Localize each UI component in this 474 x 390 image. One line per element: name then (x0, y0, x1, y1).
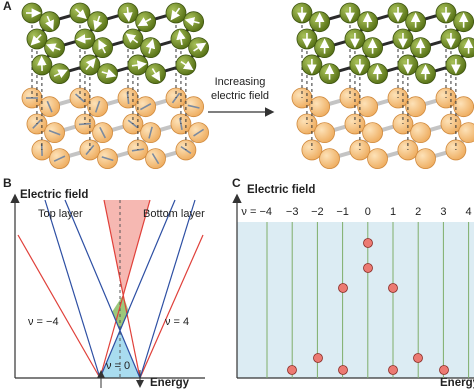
atom (314, 122, 335, 144)
axis-title: Electric field (20, 189, 88, 201)
spin (187, 104, 200, 109)
dot (388, 365, 398, 375)
level-line (139, 199, 196, 379)
nu-label: ν = 4 (165, 316, 189, 328)
atom (362, 122, 383, 144)
lattices (21, 2, 474, 170)
nu-tick: 3 (440, 206, 446, 218)
spin (99, 126, 107, 139)
spin (180, 60, 194, 71)
axis-title: Electric field (247, 184, 315, 196)
spin (48, 129, 61, 136)
spin (46, 100, 53, 113)
level-line (64, 199, 141, 379)
spin (151, 68, 161, 82)
nu-tick: 2 (415, 206, 421, 218)
atom (405, 96, 427, 118)
spin (94, 100, 101, 113)
level-line (99, 199, 151, 379)
spin (125, 33, 139, 44)
spin (131, 60, 148, 70)
spin (45, 15, 54, 31)
panel-label: B (3, 176, 12, 190)
atom (367, 148, 388, 170)
spin (53, 155, 66, 162)
dot (413, 353, 423, 363)
spin (53, 69, 68, 79)
layer-label: Bottom layer (143, 208, 205, 220)
arrow-label: electric field (211, 90, 269, 102)
dot (338, 365, 348, 375)
panel-c: C Electric field Energy ν = −4 −3 −2 −1 0 1 2 3… (232, 176, 474, 389)
spin (101, 68, 117, 79)
dot (388, 283, 398, 293)
spin (75, 34, 91, 44)
spin (193, 128, 205, 137)
region (104, 200, 150, 295)
panel-label: A (3, 0, 12, 13)
spin (148, 126, 153, 139)
axis-title: Energy (440, 377, 474, 389)
spin (193, 42, 207, 52)
spin (85, 57, 96, 71)
atom (458, 122, 474, 144)
spin (151, 153, 160, 165)
region (100, 330, 140, 378)
spin (170, 7, 181, 21)
nu-label: ν = 0 (106, 360, 130, 372)
panel-b: B Electric field Top layer Bottom layer … (3, 176, 205, 389)
background (237, 222, 474, 378)
atom (415, 148, 436, 170)
level-line (139, 234, 204, 379)
dot (338, 283, 348, 293)
spin (137, 17, 152, 27)
panel-label: C (232, 176, 241, 190)
atom (453, 96, 474, 118)
spin (140, 103, 152, 111)
arrow-label: Increasing (215, 76, 266, 88)
nu-label: ν = −4 (28, 316, 59, 328)
spin (75, 8, 87, 20)
spin (123, 6, 133, 23)
spin (145, 38, 156, 54)
nu-tick: 4 (466, 206, 472, 218)
nu-tick: −1 (336, 206, 349, 218)
spin (93, 15, 103, 31)
dot (363, 238, 373, 248)
level-line (44, 199, 101, 379)
atom (319, 148, 340, 170)
nu-tick: −2 (311, 206, 324, 218)
axis-title: Energy (150, 377, 190, 389)
atom (410, 122, 431, 144)
nu-tick: ν = −4 (241, 206, 272, 218)
level-line (99, 199, 176, 379)
level-line (17, 234, 101, 379)
atom (357, 96, 379, 118)
spin (98, 39, 108, 54)
spin (101, 156, 114, 162)
dot (439, 365, 449, 375)
level-line (103, 199, 141, 379)
dot (287, 365, 297, 375)
spin (176, 29, 186, 46)
nu-tick: 1 (390, 206, 396, 218)
spin (30, 34, 42, 46)
atom (309, 96, 331, 118)
spin (46, 43, 61, 53)
nu-tick: −3 (286, 206, 299, 218)
spin (184, 17, 200, 27)
nu-tick: 0 (365, 206, 371, 218)
atom (458, 37, 474, 59)
dot (313, 353, 323, 363)
dot (363, 263, 373, 273)
layer-label: Top layer (38, 208, 83, 220)
